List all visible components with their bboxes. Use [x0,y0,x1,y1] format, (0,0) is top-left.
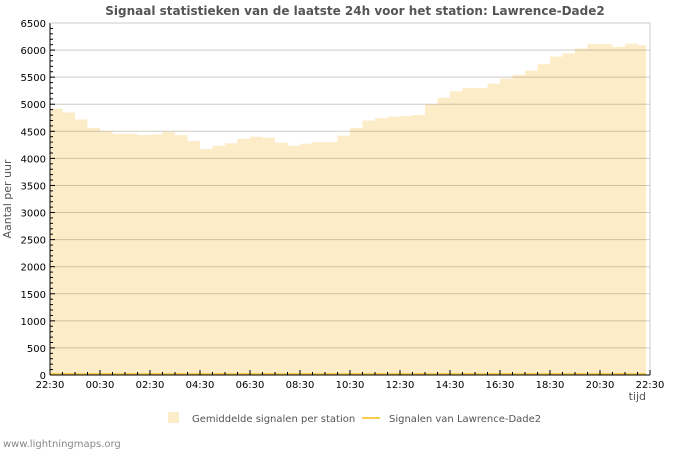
y-tick-label: 6500 [21,19,46,30]
x-tick-label: 06:30 [236,380,265,391]
chart-title: Signaal statistieken van de laatste 24h … [105,4,604,18]
x-tick-label: 08:30 [286,380,315,391]
y-tick-label: 0 [40,371,46,382]
y-axis-label: Aantal per uur [1,159,14,239]
y-tick-label: 2500 [21,236,46,247]
y-tick-label: 2000 [21,263,46,274]
area-series-average [50,43,646,375]
legend-swatch-area [168,412,179,423]
x-tick-label: 22:30 [636,380,665,391]
x-tick-label: 10:30 [336,380,365,391]
x-tick-label: 22:30 [36,380,65,391]
y-tick-label: 3500 [21,181,46,192]
x-tick-label: 20:30 [586,380,615,391]
y-tick-label: 4500 [21,127,46,138]
x-tick-label: 00:30 [86,380,115,391]
x-tick-label: 18:30 [536,380,565,391]
x-tick-label: 04:30 [186,380,215,391]
x-tick-label: 02:30 [136,380,165,391]
y-tick-label: 6000 [21,46,46,57]
footer-link[interactable]: www.lightningmaps.org [3,439,121,450]
y-tick-label: 5500 [21,73,46,84]
x-tick-label: 12:30 [386,380,415,391]
x-axis-label: tijd [629,390,646,403]
y-tick-label: 1500 [21,290,46,301]
x-tick-label: 16:30 [486,380,515,391]
legend-swatch-line [362,417,380,419]
y-tick-label: 1000 [21,317,46,328]
y-tick-label: 3000 [21,209,46,220]
legend-label-line: Signalen van Lawrence-Dade2 [389,414,541,425]
y-tick-label: 5000 [21,100,46,111]
x-tick-label: 14:30 [436,380,465,391]
y-tick-label: 500 [27,344,46,355]
y-tick-label: 4000 [21,154,46,165]
legend-label-area: Gemiddelde signalen per station [192,414,355,425]
legend: Gemiddelde signalen per station Signalen… [168,412,541,425]
